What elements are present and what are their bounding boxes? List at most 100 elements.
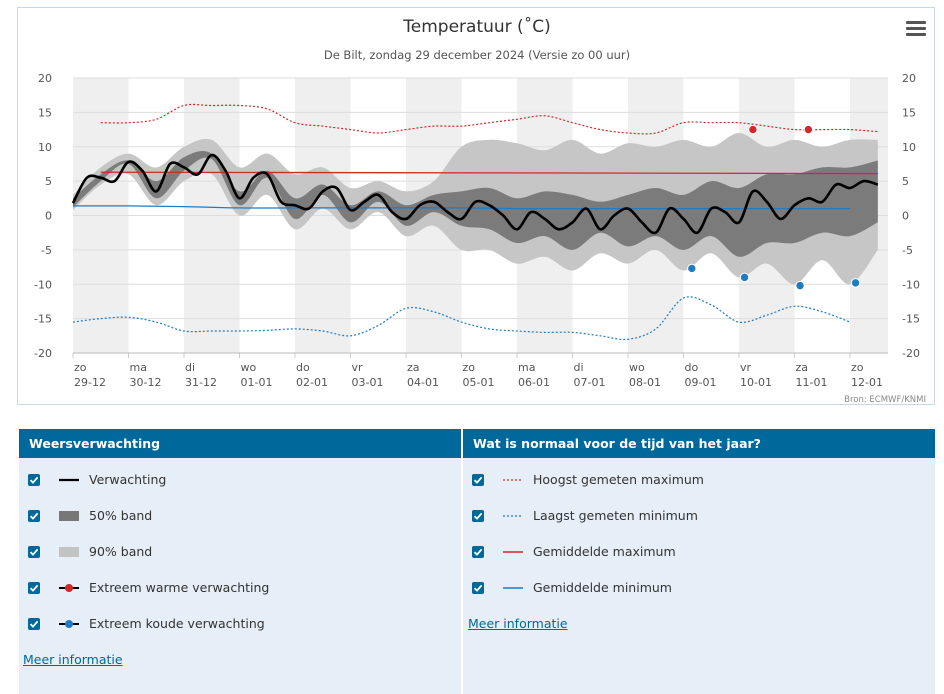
normal-legend-panel: Wat is normaal voor de tijd van het jaar… [463,429,935,694]
chart-subtitle: De Bilt, zondag 29 december 2024 (Versie… [324,48,630,62]
forecast-legend-panel: Weersverwachting Verwachting 50% band 90… [19,429,461,694]
y-tick-label-left: 20 [38,72,52,85]
x-tick-day: zo [851,361,864,374]
x-tick-day: vr [740,361,752,374]
x-tick-day: di [574,361,584,374]
y-tick-label-right: -20 [902,347,920,360]
x-tick-date: 07-01 [574,376,606,389]
meer-informatie-link-forecast[interactable]: Meer informatie [23,652,123,667]
y-tick-label-left: 10 [38,141,52,154]
y-tick-label-right: 20 [902,72,916,85]
hamburger-icon [906,21,926,24]
checkbox-extreem-warm[interactable] [28,582,40,594]
cold-extreme-point [687,263,697,274]
legend-item-verwachting[interactable]: Verwachting [19,472,461,510]
x-tick-day: di [185,361,195,374]
check-icon [29,548,39,556]
check-icon [29,584,39,592]
x-tick-date: 03-01 [352,376,384,389]
legend-item-extreem-warm[interactable]: Extreem warme verwachting [19,580,461,618]
series-lines [71,103,879,341]
checkbox-extreem-koud[interactable] [28,618,40,630]
y-tick-label-right: 0 [902,210,909,223]
x-tick-date: 29-12 [74,376,106,389]
x-tick-date: 12-01 [851,376,883,389]
y-tick-label-right: -5 [902,244,913,257]
x-tick-day: ma [518,361,535,374]
checkbox-hoogst-maximum[interactable] [472,474,484,486]
blue-dot-line-icon [59,620,79,628]
cold-extreme-point [850,278,861,288]
y-tick-label-left: -5 [41,244,52,257]
cold-extreme-point [739,272,750,283]
x-tick-day: vr [352,361,364,374]
check-icon [29,476,39,484]
forecast-legend-header: Weersverwachting [19,429,461,458]
x-tick-day: do [685,361,699,374]
x-tick-day: zo [463,361,476,374]
legend-label: Extreem warme verwachting [89,580,270,595]
x-tick-date: 10-01 [740,376,772,389]
x-tick-date: 11-01 [796,376,828,389]
blue-dotted-line-icon [503,515,523,517]
x-tick-day: wo [241,361,257,374]
x-tick-day: zo [74,361,87,374]
legend-label: Hoogst gemeten maximum [533,472,704,487]
checkbox-50-band[interactable] [28,510,40,522]
legend-label: 50% band [89,508,153,523]
check-icon [29,512,39,520]
x-tick-day: ma [130,361,147,374]
line-hoogst-maximum [100,103,878,135]
checkbox-laagst-minimum[interactable] [472,510,484,522]
legend-item-laagst-minimum[interactable]: Laagst gemeten minimum [463,508,935,546]
legend-panels: Weersverwachting Verwachting 50% band 90… [19,429,935,694]
legend-item-gemiddelde-maximum[interactable]: Gemiddelde maximum [463,544,935,582]
y-tick-label-right: -10 [902,278,920,291]
checkbox-gemiddelde-minimum[interactable] [472,582,484,594]
x-tick-date: 06-01 [518,376,550,389]
meer-informatie-link-normal[interactable]: Meer informatie [468,616,568,631]
check-icon [473,548,483,556]
x-tick-date: 05-01 [463,376,495,389]
y-tick-label-left: 15 [38,106,52,119]
x-tick-day: do [296,361,310,374]
y-tick-label-left: -20 [34,347,52,360]
band-swatch-icon [59,547,79,557]
x-tick-date: 31-12 [185,376,217,389]
x-tick-day: za [407,361,420,374]
check-icon [29,620,39,628]
y-tick-label-left: 5 [45,175,52,188]
y-tick-label-right: 15 [902,106,916,119]
legend-item-50-band[interactable]: 50% band [19,508,461,546]
checkbox-90-band[interactable] [28,546,40,558]
y-tick-label-right: -15 [902,313,920,326]
legend-item-hoogst-maximum[interactable]: Hoogst gemeten maximum [463,472,935,510]
red-dotted-line-icon [503,479,523,481]
red-dot-line-icon [59,584,79,592]
warm-extreme-point [803,124,814,135]
x-tick-date: 02-01 [296,376,328,389]
x-tick-date: 30-12 [130,376,162,389]
legend-item-90-band[interactable]: 90% band [19,544,461,582]
x-tick-date: 09-01 [685,376,717,389]
legend-item-gemiddelde-minimum[interactable]: Gemiddelde minimum [463,580,935,618]
line-verwachting [71,153,879,235]
line-gemiddelde-minimum [72,205,850,210]
checkbox-verwachting[interactable] [28,474,40,486]
check-icon [473,476,483,484]
axes: 20 20 15 15 10 10 5 5 0 0 -5 -5 -10 -10 -15 -15 -20 -20 zo… [34,72,920,389]
normal-legend-header: Wat is normaal voor de tijd van het jaar… [463,429,935,458]
x-tick-date: 04-01 [407,376,439,389]
x-tick-date: 08-01 [629,376,661,389]
chart-menu-button[interactable] [906,21,926,39]
y-tick-label-left: -15 [34,313,52,326]
check-icon [473,512,483,520]
legend-label: Gemiddelde maximum [533,544,676,559]
legend-item-extreem-koud[interactable]: Extreem koude verwachting [19,616,461,654]
checkbox-gemiddelde-maximum[interactable] [472,546,484,558]
band-swatch-icon [59,511,79,521]
y-tick-label-left: 0 [45,210,52,223]
line-gemiddelde-maximum [100,171,878,175]
chart-container: 20 20 15 15 10 10 5 5 0 0 -5 -5 -10 -10 -15 -15 -20 -20 zo… [17,7,935,405]
temperature-chart: 20 20 15 15 10 10 5 5 0 0 -5 -5 -10 -10 -15 -15 -20 -20 zo… [34,16,926,405]
